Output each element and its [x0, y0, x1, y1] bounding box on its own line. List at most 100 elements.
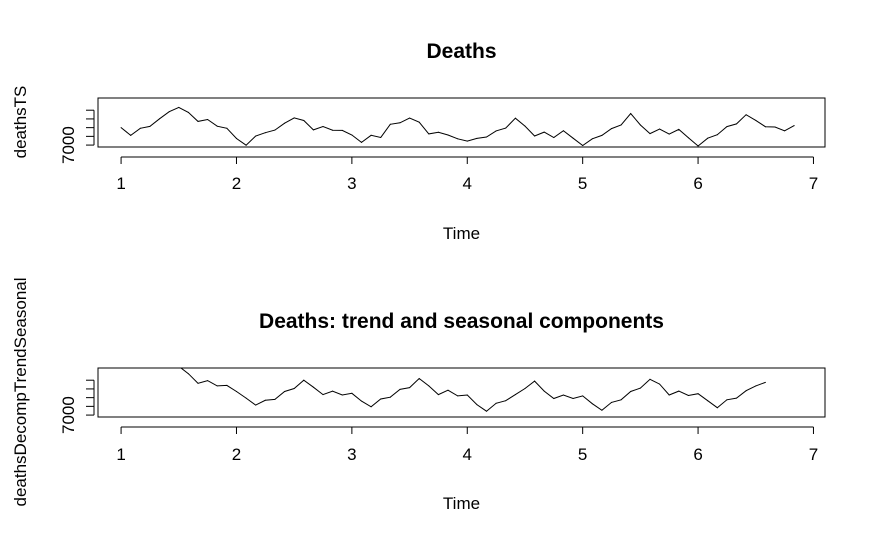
data-point: [236, 391, 237, 392]
data-point: [486, 136, 487, 138]
data-point: [707, 400, 709, 402]
data-point: [726, 399, 728, 401]
series-line: [180, 368, 766, 412]
x-axis-label: Time: [443, 494, 480, 513]
data-point: [726, 126, 728, 128]
data-point: [553, 398, 555, 399]
x-tick-label: 6: [693, 445, 702, 464]
data-point: [428, 133, 430, 135]
data-point: [159, 118, 160, 120]
data-point: [351, 392, 353, 394]
data-point: [716, 134, 718, 136]
y-axis-label: deathsTS: [11, 86, 30, 159]
data-point: [168, 111, 170, 113]
x-tick-label: 5: [578, 174, 587, 193]
data-point: [264, 399, 266, 401]
plot-frame: [97, 367, 826, 418]
data-point: [139, 127, 141, 129]
data-point: [630, 113, 632, 114]
data-point: [322, 126, 324, 127]
data-point: [736, 123, 737, 125]
data-point: [591, 403, 593, 405]
x-tick-label: 7: [809, 445, 818, 464]
data-point: [236, 138, 237, 139]
data-point: [245, 144, 247, 146]
data-point: [284, 391, 286, 392]
data-point: [341, 394, 343, 396]
data-point: [591, 138, 593, 140]
data-point: [418, 121, 420, 123]
data-point: [582, 395, 584, 397]
data-point: [639, 387, 641, 389]
data-point: [303, 120, 305, 121]
data-point: [687, 395, 689, 396]
data-point: [707, 137, 709, 139]
data-point: [764, 126, 766, 128]
data-point: [620, 124, 622, 126]
data-point: [389, 396, 391, 398]
data-point: [668, 394, 670, 396]
data-point: [745, 114, 747, 116]
data-point: [399, 122, 401, 124]
data-point: [255, 404, 257, 406]
data-point: [630, 391, 632, 392]
x-tick-label: 5: [578, 445, 587, 464]
data-point: [457, 138, 459, 140]
data-point: [793, 125, 795, 127]
data-point: [620, 399, 622, 401]
data-point: [611, 401, 612, 403]
data-point: [601, 134, 603, 136]
data-point: [745, 390, 747, 392]
data-point: [534, 380, 536, 382]
data-point: [697, 393, 699, 395]
data-point: [639, 124, 641, 126]
chart-panel-2: Deaths: trend and seasonal components 1 2 3…: [11, 277, 826, 513]
data-point: [774, 126, 776, 128]
x-tick-label: 3: [347, 445, 356, 464]
data-point: [332, 129, 334, 131]
x-tick-label: 6: [693, 174, 702, 193]
data-point: [293, 117, 295, 119]
data-point: [437, 394, 439, 396]
data-point: [322, 394, 324, 396]
data-point: [755, 385, 757, 387]
data-point: [409, 387, 411, 389]
data-point: [601, 409, 603, 411]
data-point: [562, 130, 564, 132]
chart-panel-1: Deaths 1 2 3 4 5 6 7 7000 Time deathsTS: [11, 40, 826, 243]
data-point: [361, 400, 362, 402]
chart-title: Deaths: [426, 40, 496, 63]
data-point: [476, 404, 478, 406]
data-point: [312, 129, 314, 131]
data-point: [274, 129, 276, 131]
data-point: [784, 130, 786, 132]
data-point: [486, 410, 487, 412]
data-point: [582, 145, 584, 146]
data-point: [389, 123, 391, 125]
data-point: [380, 398, 382, 400]
data-point: [505, 127, 507, 129]
chart-title: Deaths: trend and seasonal components: [259, 310, 664, 333]
data-point: [361, 141, 362, 143]
data-point: [370, 406, 372, 408]
data-point: [293, 388, 295, 389]
data-point: [245, 397, 247, 399]
data-point: [659, 128, 661, 130]
data-point: [187, 373, 189, 375]
y-tick-label: 7000: [59, 396, 78, 434]
data-point: [447, 389, 449, 391]
data-point: [226, 127, 228, 129]
data-point: [428, 385, 430, 387]
x-tick-label: 7: [809, 174, 818, 193]
x-tick-label: 1: [116, 445, 125, 464]
data-point: [274, 398, 276, 400]
data-point: [611, 128, 612, 130]
data-point: [312, 386, 314, 388]
data-point: [687, 137, 689, 139]
series-line: [120, 106, 795, 147]
data-point: [418, 378, 420, 379]
data-point: [678, 390, 680, 392]
data-point: [668, 133, 670, 135]
data-point: [572, 398, 574, 399]
data-point: [130, 134, 132, 136]
